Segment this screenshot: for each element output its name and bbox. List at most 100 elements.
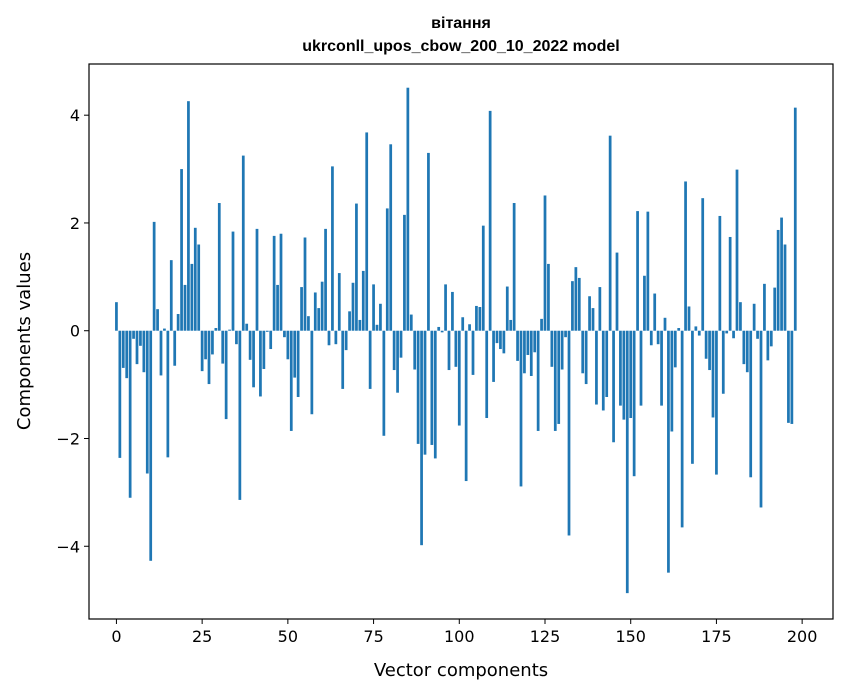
bar [307,316,310,331]
bar [413,330,417,370]
bar [684,181,687,331]
bar [176,314,180,331]
bar [529,330,533,376]
bar [433,330,437,459]
bar [451,291,454,331]
bar [200,330,204,372]
bar [749,330,753,478]
bar [121,330,125,368]
bar [793,107,797,331]
bar [461,317,465,331]
bar [145,330,149,474]
bar [780,217,783,331]
bar [622,330,626,420]
x-tick-label: 200 [787,627,818,646]
bar [204,330,207,360]
bar [156,309,159,331]
bar [667,330,670,573]
bar [468,324,471,331]
bar [238,330,242,500]
bar [711,330,715,418]
bar [550,330,554,367]
bar [488,110,492,331]
bar [773,287,777,331]
bar [324,228,327,331]
bar [265,330,269,332]
bar [149,330,153,561]
bar [478,307,482,331]
bar [728,236,732,331]
bar [769,330,773,347]
bar [612,330,615,443]
bar [187,101,190,331]
bar [392,330,396,371]
bar [313,292,317,331]
x-tick-label: 50 [278,627,298,646]
bar [310,330,314,415]
bar [475,305,478,331]
bar [697,330,701,336]
bar [560,330,564,370]
bar [649,330,653,346]
bar [293,330,297,378]
bar [420,330,423,546]
bar [577,277,581,331]
bar [317,308,321,331]
bar [245,323,249,331]
bar [739,302,742,331]
bar [581,330,585,374]
x-axis-ticks: 0 25 50 75 100 125 150 175 200 [111,619,817,646]
bar [660,330,663,406]
bar [169,260,173,331]
bar [217,203,221,331]
bar [190,263,194,331]
bar [214,328,218,331]
bar [673,330,677,368]
bar [680,330,684,528]
bar [416,330,420,444]
bar [694,326,698,331]
bar [444,284,447,331]
bar [485,330,489,419]
bar [423,330,427,455]
bar [259,330,262,397]
bar [745,330,749,373]
bar [173,330,177,366]
bar [783,244,787,331]
bar [166,330,170,458]
bar [303,237,307,331]
bar [601,330,605,411]
bar [341,330,345,389]
bar [653,293,657,331]
bar [231,231,235,331]
bar [540,318,543,331]
bar [115,302,118,331]
bar [752,303,756,331]
y-tick-label: 0 [70,322,80,341]
bar [379,303,382,331]
bar [471,330,475,375]
bar [605,330,609,397]
bar [440,330,444,333]
bar [670,330,674,432]
bar [715,330,718,475]
x-tick-label: 150 [615,627,646,646]
bar [721,330,725,394]
bar [708,330,711,371]
bar [355,203,358,331]
bar [235,330,238,345]
x-tick-label: 175 [701,627,732,646]
bar [241,155,245,331]
bar [557,330,561,424]
bar [567,330,571,536]
bar [344,330,348,351]
bar [509,319,513,331]
bar [358,319,362,331]
bar [409,314,413,331]
bar [629,330,633,419]
bar [691,330,694,464]
bar [197,244,201,331]
bar [735,169,739,331]
bar [516,330,519,361]
bar [399,330,403,358]
